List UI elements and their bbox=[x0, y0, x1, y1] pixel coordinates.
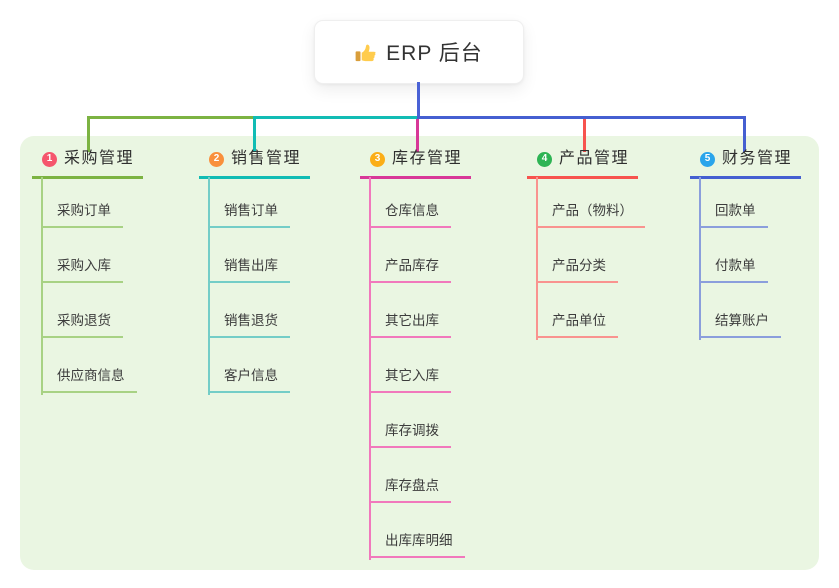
child-node[interactable]: 客户信息 bbox=[208, 366, 290, 393]
branch-label: 产品管理 bbox=[559, 150, 630, 167]
branch-drop-line bbox=[86, 116, 90, 152]
child-node[interactable]: 付款单 bbox=[699, 256, 768, 283]
child-node[interactable]: 结算账户 bbox=[699, 311, 781, 338]
branch-stem-line bbox=[369, 177, 371, 560]
child-node[interactable]: 其它出库 bbox=[369, 311, 451, 338]
root-node-label: ERP 后台 bbox=[386, 42, 483, 65]
child-node[interactable]: 采购退货 bbox=[41, 311, 123, 338]
branch-node[interactable]: 1 采购管理 bbox=[32, 148, 144, 179]
branch-node[interactable]: 4 产品管理 bbox=[527, 148, 639, 179]
child-node[interactable]: 产品分类 bbox=[536, 256, 618, 283]
root-node-erp[interactable]: ERP 后台 bbox=[314, 20, 524, 84]
branch-number-badge: 4 bbox=[537, 151, 552, 167]
child-node[interactable]: 销售订单 bbox=[208, 201, 290, 228]
branch-label: 财务管理 bbox=[722, 150, 793, 167]
mindmap-panel bbox=[20, 136, 819, 570]
child-node[interactable]: 供应商信息 bbox=[41, 366, 137, 393]
child-node[interactable]: 采购订单 bbox=[41, 201, 123, 228]
branch-label: 采购管理 bbox=[64, 150, 135, 167]
branch-label: 库存管理 bbox=[392, 150, 463, 167]
branch-stem-line bbox=[208, 177, 210, 395]
branch-stem-line bbox=[699, 177, 701, 340]
branch-node[interactable]: 5 财务管理 bbox=[690, 148, 802, 179]
child-node[interactable]: 库存盘点 bbox=[369, 476, 451, 503]
child-node[interactable]: 仓库信息 bbox=[369, 201, 451, 228]
branch-drop-line bbox=[742, 116, 746, 152]
branch-node[interactable]: 2 销售管理 bbox=[199, 148, 311, 179]
child-node[interactable]: 产品库存 bbox=[369, 256, 451, 283]
branch-number-badge: 3 bbox=[370, 151, 385, 167]
child-node[interactable]: 销售出库 bbox=[208, 256, 290, 283]
branch-label: 销售管理 bbox=[231, 150, 302, 167]
root-connector-line bbox=[416, 82, 420, 119]
child-node[interactable]: 产品（物料） bbox=[536, 201, 645, 228]
branch-node[interactable]: 3 库存管理 bbox=[360, 148, 472, 179]
branch-drop-line bbox=[252, 116, 256, 152]
branch-stem-line bbox=[41, 177, 43, 395]
child-node[interactable]: 回款单 bbox=[699, 201, 768, 228]
child-node[interactable]: 产品单位 bbox=[536, 311, 618, 338]
child-node[interactable]: 库存调拨 bbox=[369, 421, 451, 448]
branch-drop-line bbox=[415, 119, 419, 152]
branch-stem-line bbox=[536, 177, 538, 340]
child-node[interactable]: 销售退货 bbox=[208, 311, 290, 338]
thumbs-up-icon bbox=[355, 41, 377, 63]
child-node[interactable]: 其它入库 bbox=[369, 366, 451, 393]
child-node[interactable]: 出库库明细 bbox=[369, 531, 465, 558]
branch-number-badge: 1 bbox=[42, 151, 57, 167]
connector-horizontal-left-green bbox=[86, 116, 256, 119]
connector-horizontal-right-blue bbox=[416, 116, 746, 119]
child-node[interactable]: 采购入库 bbox=[41, 256, 123, 283]
branch-number-badge: 5 bbox=[700, 151, 715, 167]
connector-horizontal-mid-teal bbox=[252, 116, 420, 119]
branch-drop-line bbox=[582, 119, 586, 152]
branch-number-badge: 2 bbox=[209, 151, 224, 167]
